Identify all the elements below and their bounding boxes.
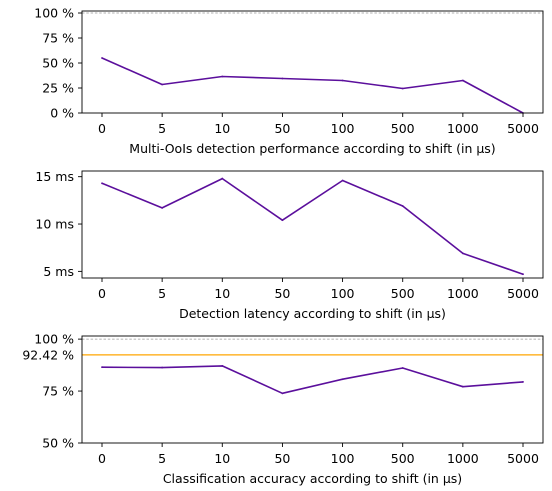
- panel-2-xtick-label-7: 1000: [447, 286, 479, 301]
- panel-1-xtick-label-6: 500: [391, 121, 415, 136]
- panel-3-data-point-8: [522, 381, 524, 383]
- panel-2-xtick-label-5: 100: [331, 286, 355, 301]
- panel-2-ytick-label-3: 15 ms: [35, 169, 74, 184]
- panel-3-data-point-5: [341, 378, 344, 381]
- panel-2-ytick-label-2: 10 ms: [35, 217, 74, 232]
- panel-2-data-point-4: [281, 219, 284, 222]
- panel-1-ytick-label-2: 25 %: [42, 81, 74, 96]
- panel-2-xtick-label-4: 50: [274, 286, 290, 301]
- panel-1-series-line: [101, 57, 524, 114]
- panel-3-frame: [81, 335, 544, 444]
- panel-1-xtick-label-7: 1000: [447, 121, 479, 136]
- panel-1: 0 % 25 % 50 % 75 % 100 % 0 5 10 50 100 500 1000 5000…: [34, 6, 544, 156]
- panel-1-ytick-label-5: 100 %: [34, 6, 74, 21]
- panel-2-data-point-7: [461, 252, 464, 255]
- panel-3-xtick-label-2: 5: [158, 451, 166, 466]
- panel-3-xtick-label-6: 500: [391, 451, 415, 466]
- panel-1-data-point-5: [341, 79, 344, 82]
- panel-3-data-point-7: [461, 385, 464, 388]
- panel-2-xtick-label-3: 10: [214, 286, 230, 301]
- panel-1-xtick-label-5: 100: [331, 121, 355, 136]
- panel-1-xtick-label-4: 50: [274, 121, 290, 136]
- panel-1-xtick-label-2: 5: [158, 121, 166, 136]
- panel-3: 92.42 % 50 % 75 % 100 % 0 5 10 50 100 500 1000 5000…: [22, 332, 544, 486]
- panel-1-frame: [81, 10, 544, 114]
- panel-3-ytick-label-1: 50 %: [42, 436, 74, 451]
- panel-3-xtick-label-1: 0: [98, 451, 106, 466]
- panel-1-data-point-6: [401, 87, 404, 90]
- panel-2-data-point-5: [341, 179, 344, 182]
- panel-2-data-point-3: [221, 177, 224, 180]
- panel-2-xtick-label-8: 5000: [507, 286, 539, 301]
- panel-3-series-line: [101, 365, 524, 395]
- panel-1-data-point-2: [161, 83, 164, 86]
- panel-1-ytick-label-1: 0 %: [50, 106, 74, 121]
- panel-2-xtick-label-2: 5: [158, 286, 166, 301]
- panel-3-xtick-label-8: 5000: [507, 451, 539, 466]
- panel-3-xtick-label-7: 1000: [447, 451, 479, 466]
- panel-2-ytick-label-1: 5 ms: [43, 264, 74, 279]
- panel-3-xlabel: Classification accuracy according to shi…: [163, 471, 462, 486]
- panel-2-data-point-1: [101, 182, 103, 185]
- panel-2-data-point-2: [161, 207, 164, 209]
- panel-1-data-point-3: [221, 75, 224, 78]
- panel-1-data-point-7: [461, 79, 464, 82]
- panel-3-ytick-label-3: 100 %: [34, 332, 74, 347]
- panel-3-data-point-3: [221, 365, 224, 367]
- panel-3-data-point-4: [281, 392, 284, 395]
- panel-2-series-line: [101, 177, 524, 275]
- panel-2-xtick-label-1: 0: [98, 286, 106, 301]
- panel-2: 5 ms 10 ms 15 ms 0 5 10 50 100 500 1000 5000 Detect…: [35, 169, 544, 321]
- panel-3-reference-label: 92.42 %: [22, 347, 74, 362]
- panel-1-ytick-label-3: 50 %: [42, 56, 74, 71]
- panel-1-xlabel: Multi-OoIs detection performance accordi…: [129, 141, 495, 156]
- panel-1-xtick-label-8: 5000: [507, 121, 539, 136]
- panel-2-data-point-6: [401, 205, 404, 207]
- panel-3-data-point-1: [101, 366, 103, 369]
- panel-3-xtick-label-5: 100: [331, 451, 355, 466]
- panel-1-ytick-label-4: 75 %: [42, 31, 74, 46]
- panel-3-data-point-2: [161, 366, 164, 369]
- panel-3-xtick-label-4: 50: [274, 451, 290, 466]
- panel-3-data-point-6: [401, 367, 404, 369]
- panel-1-data-point-1: [101, 57, 103, 59]
- panel-1-xtick-label-1: 0: [98, 121, 106, 136]
- panel-3-xtick-label-3: 10: [214, 451, 230, 466]
- panel-2-frame: [81, 170, 544, 279]
- panel-2-data-point-8: [522, 273, 524, 276]
- panel-1-xtick-label-3: 10: [214, 121, 230, 136]
- panel-2-xlabel: Detection latency according to shift (in…: [179, 306, 446, 321]
- panel-2-xtick-label-6: 500: [391, 286, 415, 301]
- panel-3-ytick-label-2: 75 %: [42, 384, 74, 399]
- panel-1-data-point-4: [281, 77, 284, 80]
